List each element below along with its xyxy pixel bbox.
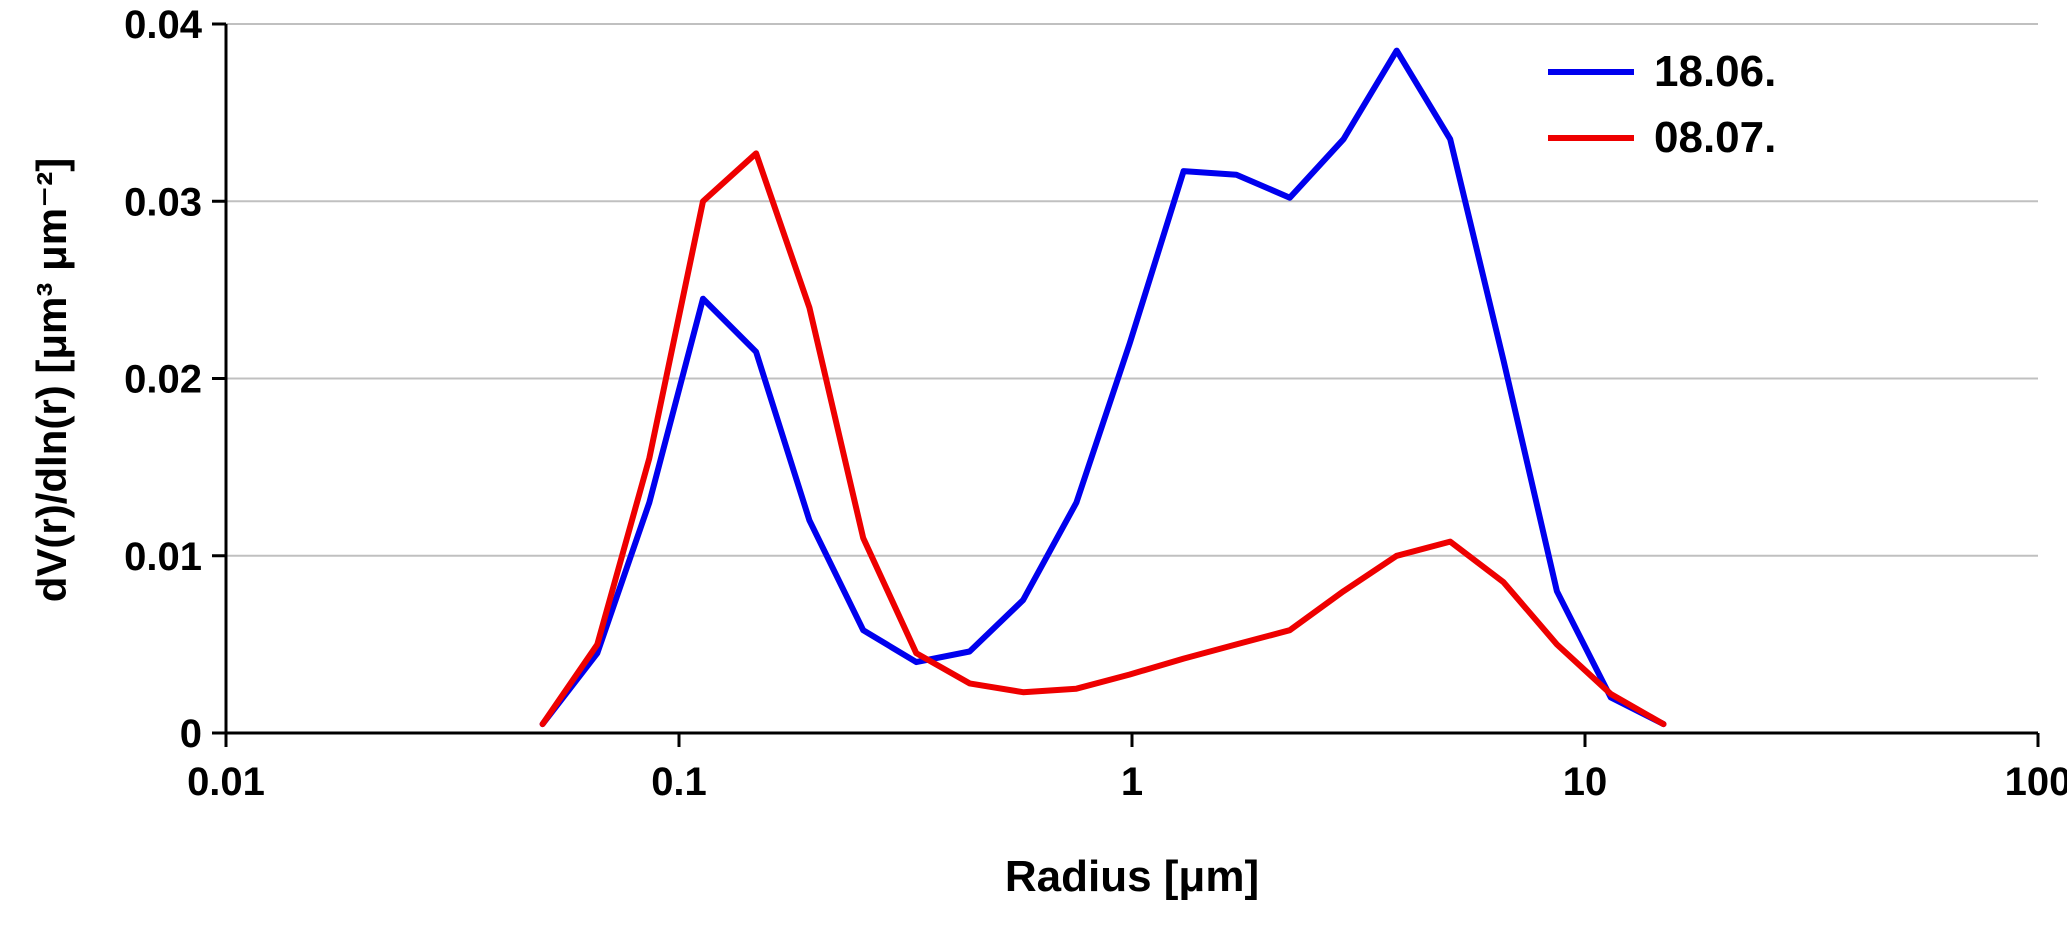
x-tick-label: 100 xyxy=(2005,760,2067,804)
y-axis-title: dV(r)/dln(r) [μm³ μm⁻²] xyxy=(28,157,75,603)
series-line-08.07. xyxy=(539,150,1667,728)
x-tick-label: 0.01 xyxy=(187,760,265,804)
legend-label: 18.06. xyxy=(1654,47,1777,96)
legend-line-swatch-blue xyxy=(1548,69,1634,75)
legend-line-swatch-red xyxy=(1548,135,1634,141)
legend-label: 08.07. xyxy=(1654,113,1777,162)
y-tick-label: 0.02 xyxy=(124,358,202,402)
legend-entry: 08.07. xyxy=(1548,112,1776,164)
x-tick-label: 10 xyxy=(1563,760,1608,804)
x-tick-label: 1 xyxy=(1121,760,1143,804)
legend-entry: 18.06. xyxy=(1548,46,1776,98)
y-tick-label: 0.03 xyxy=(124,180,202,224)
y-tick-label: 0.01 xyxy=(124,535,202,579)
x-tick-label: 0.1 xyxy=(651,760,707,804)
series-line-18.06. xyxy=(539,47,1667,728)
y-tick-label: 0 xyxy=(180,712,202,756)
x-axis-title: Radius [μm] xyxy=(1004,852,1260,901)
legend: 18.06. 08.07. xyxy=(1548,46,1776,164)
y-tick-label: 0.04 xyxy=(124,3,203,47)
